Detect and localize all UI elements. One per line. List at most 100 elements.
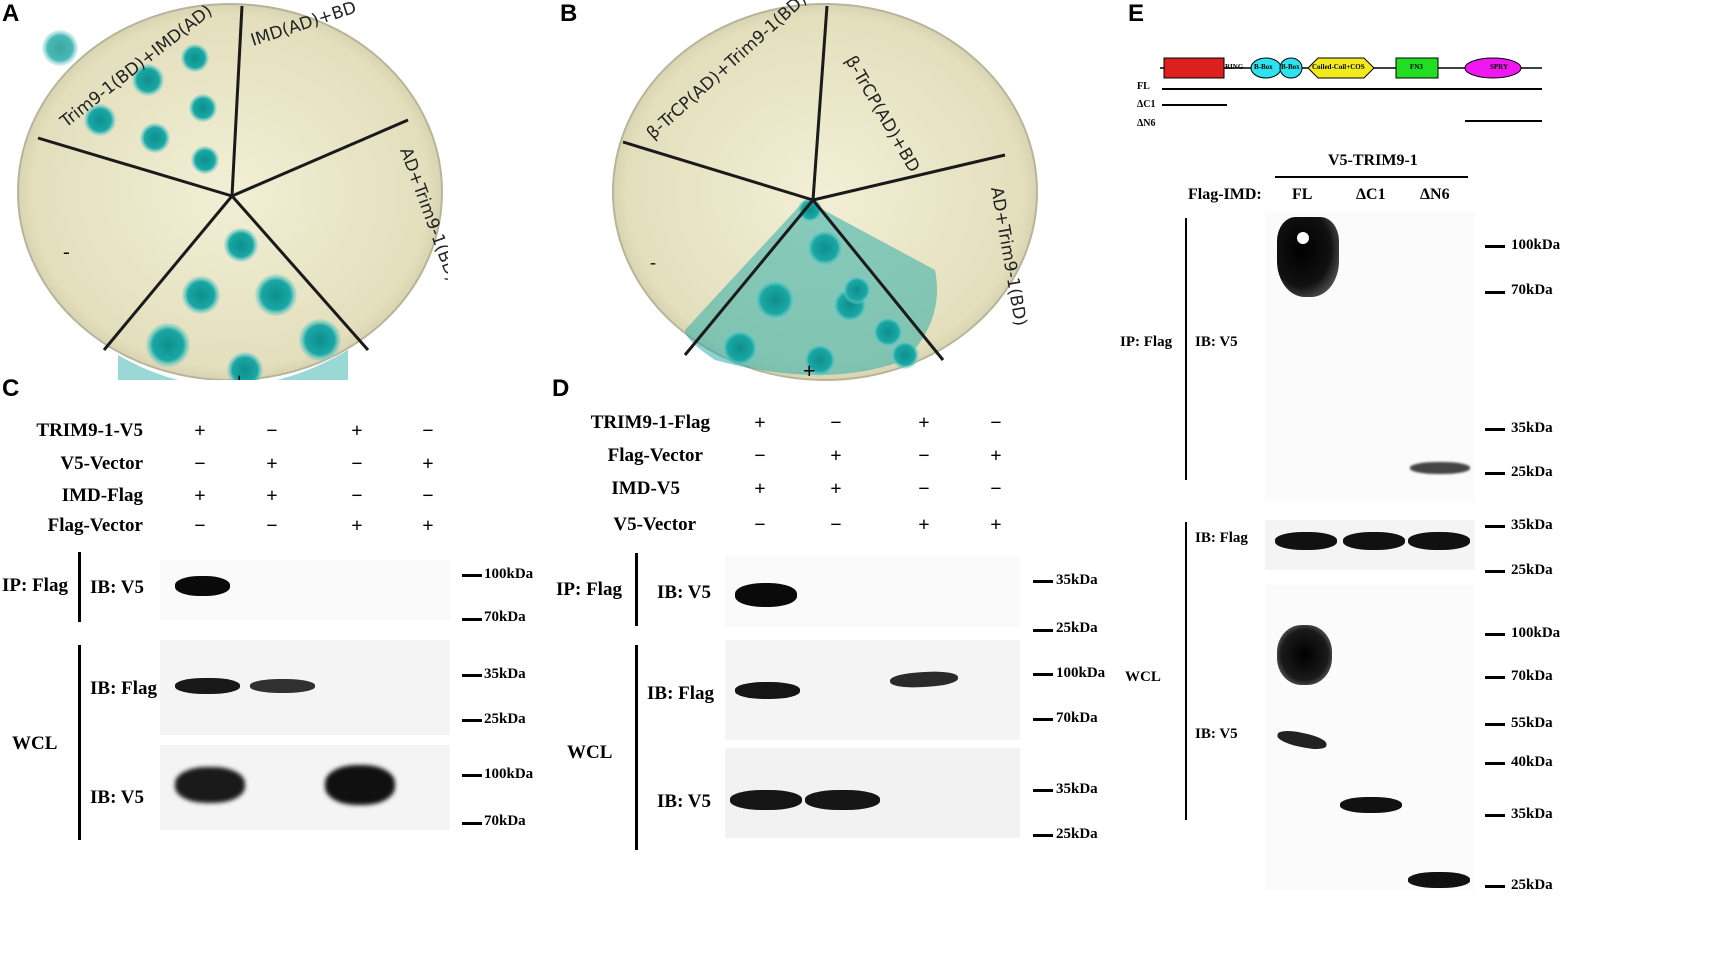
e-header: V5-TRIM9-1 [1328,152,1418,169]
d-tick [1033,718,1053,721]
c-band [175,767,245,803]
c-tick [462,574,482,577]
e-band [1277,217,1339,297]
e-tick [1485,472,1505,475]
e-tick [1485,723,1505,726]
e-tick [1485,885,1505,888]
c-marker: 35kDa [484,666,526,682]
bbox2-domain [1279,57,1303,79]
d-wcl-label: WCL [567,742,613,763]
d-sign: − [918,478,930,500]
c-marker: 70kDa [484,609,526,625]
spry-domain [1464,57,1522,79]
d-ip-bracket [635,553,638,626]
d-sign: + [830,478,842,500]
e-marker: 70kDa [1511,668,1553,684]
e-marker: 25kDa [1511,877,1553,893]
d-sign: + [918,514,930,536]
d-sign: + [990,514,1002,536]
e-ip-bracket [1185,218,1187,480]
construct-dc1-line [1162,104,1227,106]
d-marker: 70kDa [1056,710,1098,726]
d-band [805,790,880,810]
c-sign: − [422,485,434,507]
d-blot-label-1: IB: V5 [657,582,712,603]
construct-fl-line [1162,88,1542,90]
fn3-domain [1395,57,1439,79]
e-tick [1485,291,1505,294]
e-band [1343,532,1405,550]
e-blot-ip [1265,212,1475,502]
e-marker: 35kDa [1511,806,1553,822]
d-row-label-4: V5-Vector [613,514,696,535]
d-marker: 100kDa [1056,665,1106,681]
coiled-coil-label: Coiled-Coil+COS [1312,63,1365,71]
e-flag-label: Flag-IMD: [1188,186,1262,203]
c-blot-label-3: IB: V5 [90,787,145,808]
c-ip-label: IP: Flag [2,575,68,596]
d-sign: + [918,412,930,434]
c-sign: − [194,515,206,537]
e-lane-dn6: ΔN6 [1420,186,1450,203]
e-lane-fl: FL [1292,186,1313,203]
e-band [1408,872,1470,888]
c-tick [462,674,482,677]
d-band [735,583,797,607]
e-tick [1485,633,1505,636]
d-sign: − [990,478,1002,500]
d-sign: − [990,412,1002,434]
c-ip-bracket [78,552,81,622]
bbox1-label: B-Box [1254,63,1273,71]
e-band [1408,532,1470,550]
c-tick [462,774,482,777]
c-tick [462,719,482,722]
c-marker: 70kDa [484,813,526,829]
e-blot-wcl-v5 [1265,585,1475,890]
e-marker: 25kDa [1511,562,1553,578]
e-tick [1485,525,1505,528]
c-row-label-2: V5-Vector [60,453,143,474]
e-blot-wcl-flag [1265,520,1475,570]
d-tick [1033,834,1053,837]
d-marker: 25kDa [1056,620,1098,636]
c-band [250,679,315,693]
ring-label: RING [1225,63,1244,71]
d-sign: − [830,412,842,434]
e-band-saturation [1297,232,1309,244]
c-row-label-1: TRIM9-1-V5 [36,420,143,441]
c-sign: + [351,420,363,442]
construct-fl: FL [1137,81,1150,92]
d-blot-label-2: IB: Flag [647,683,715,704]
c-sign: − [266,515,278,537]
c-blot-ip [160,560,450,620]
e-marker: 70kDa [1511,282,1553,298]
e-marker: 55kDa [1511,715,1553,731]
e-wcl-label: WCL [1125,669,1161,685]
e-blot-label-1: IB: V5 [1195,334,1238,350]
e-wcl-bracket [1185,522,1187,820]
fn3-label: FN3 [1410,63,1423,71]
panel-label-e: E [1128,0,1145,27]
e-blot-label-2: IB: Flag [1195,530,1248,546]
c-row-label-3: IMD-Flag [61,485,143,506]
d-sign: + [754,412,766,434]
domain-diagram [1160,57,1542,79]
d-ip-label: IP: Flag [556,579,622,600]
d-blot-wcl-v5 [725,748,1020,838]
d-sign: − [754,514,766,536]
construct-dn6-line [1465,120,1542,122]
c-marker: 25kDa [484,711,526,727]
c-band [325,765,395,805]
c-marker: 100kDa [484,766,534,782]
d-blot-wcl-flag [725,640,1020,740]
yeast-plate-b: β-TrCP(AD)+Trim9-1(BD) β-TrCP(AD)+BD AD+… [612,0,1038,383]
c-tick [462,618,482,621]
panel-label-d: D [552,375,570,402]
c-sign: + [194,420,206,442]
d-sign: + [754,478,766,500]
c-blot-label-1: IB: V5 [90,577,145,598]
e-ip-label: IP: Flag [1120,334,1173,350]
e-blot-label-3: IB: V5 [1195,726,1238,742]
d-band [889,670,959,689]
e-tick [1485,245,1505,248]
